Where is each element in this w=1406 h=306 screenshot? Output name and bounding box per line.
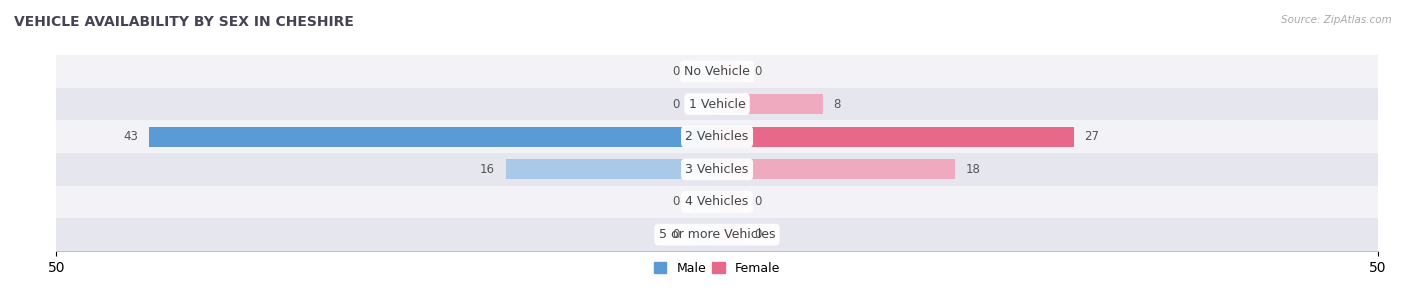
Bar	[56, 88, 1378, 120]
Text: 3 Vehicles: 3 Vehicles	[686, 163, 748, 176]
Text: Source: ZipAtlas.com: Source: ZipAtlas.com	[1281, 15, 1392, 25]
Bar	[717, 192, 744, 212]
Text: 0: 0	[672, 228, 681, 241]
Text: 4 Vehicles: 4 Vehicles	[686, 196, 748, 208]
Bar	[690, 94, 717, 114]
Text: No Vehicle: No Vehicle	[685, 65, 749, 78]
Text: 0: 0	[672, 196, 681, 208]
Bar	[56, 55, 1378, 88]
Text: 1 Vehicle: 1 Vehicle	[689, 98, 745, 110]
Text: 0: 0	[754, 65, 762, 78]
Legend: Male, Female: Male, Female	[650, 257, 785, 280]
Text: 18: 18	[966, 163, 980, 176]
Text: 43: 43	[124, 130, 138, 143]
Text: 8: 8	[834, 98, 841, 110]
Text: 0: 0	[672, 98, 681, 110]
Bar	[717, 225, 744, 245]
Text: 16: 16	[479, 163, 495, 176]
Text: 5 or more Vehicles: 5 or more Vehicles	[659, 228, 775, 241]
Bar	[506, 159, 717, 179]
Bar	[56, 218, 1378, 251]
Bar	[56, 120, 1378, 153]
Text: 2 Vehicles: 2 Vehicles	[686, 130, 748, 143]
Bar	[717, 159, 955, 179]
Bar	[56, 186, 1378, 218]
Text: 27: 27	[1084, 130, 1099, 143]
Bar	[717, 127, 1074, 147]
Bar	[690, 192, 717, 212]
Text: 0: 0	[672, 65, 681, 78]
Bar	[717, 61, 744, 81]
Text: 0: 0	[754, 228, 762, 241]
Bar	[717, 94, 823, 114]
Bar	[56, 153, 1378, 186]
Text: 0: 0	[754, 196, 762, 208]
Bar	[690, 225, 717, 245]
Text: VEHICLE AVAILABILITY BY SEX IN CHESHIRE: VEHICLE AVAILABILITY BY SEX IN CHESHIRE	[14, 15, 354, 29]
Bar	[149, 127, 717, 147]
Bar	[690, 61, 717, 81]
